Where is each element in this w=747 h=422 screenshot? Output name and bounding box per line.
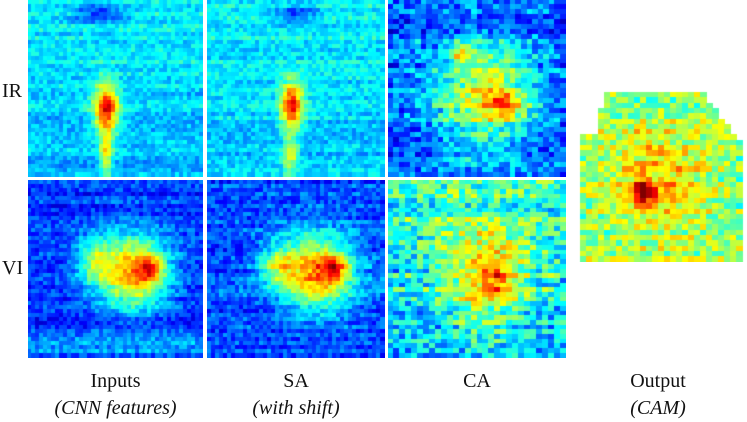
heatmap-output-cam bbox=[568, 82, 747, 262]
caption-close: ) bbox=[679, 397, 686, 419]
heatmap-ca-ir bbox=[388, 0, 566, 177]
caption-close: ) bbox=[170, 397, 177, 419]
row-label-vi: VI bbox=[2, 258, 23, 278]
column-caption-sa: SA (with shift) bbox=[207, 368, 385, 422]
heatmap-ca-vi bbox=[388, 180, 566, 358]
heatmap-sa-ir bbox=[207, 0, 385, 177]
column-caption-inputs: Inputs (CNN features) bbox=[28, 368, 203, 422]
caption-title: CA bbox=[388, 368, 566, 395]
column-caption-output: Output (CAM) bbox=[568, 368, 747, 422]
heatmap-inputs-vi bbox=[28, 180, 203, 358]
heatmap-inputs-ir bbox=[28, 0, 203, 177]
caption-title: Output bbox=[568, 368, 747, 395]
caption-open: ( bbox=[630, 397, 637, 419]
column-caption-ca: CA bbox=[388, 368, 566, 395]
caption-note: CNN features bbox=[61, 397, 170, 419]
caption-close: ) bbox=[333, 397, 340, 419]
caption-note: with shift bbox=[259, 397, 333, 419]
heatmap-sa-vi bbox=[207, 180, 385, 358]
caption-title: SA bbox=[207, 368, 385, 395]
caption-note: CAM bbox=[637, 397, 679, 419]
caption-title: Inputs bbox=[28, 368, 203, 395]
row-label-ir: IR bbox=[2, 81, 22, 101]
